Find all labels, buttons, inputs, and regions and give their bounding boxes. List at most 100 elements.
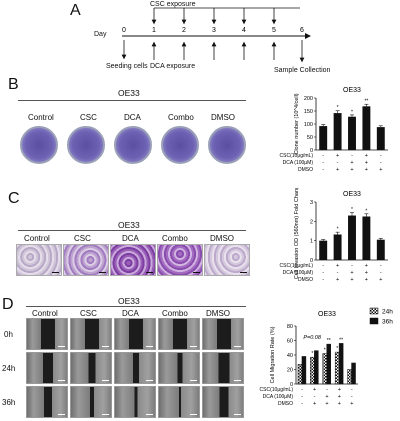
bar-36h xyxy=(326,343,331,385)
bar-36h xyxy=(314,350,319,385)
significance-mark: * xyxy=(337,227,339,233)
treatment-mark: - xyxy=(380,270,382,276)
treatment-mark: + xyxy=(325,401,328,407)
treatment-mark: - xyxy=(322,277,324,283)
dca-exposure-label: DCA exposure xyxy=(150,63,196,70)
y-axis-label: Cell Migration Rate (%) xyxy=(270,326,276,383)
treatment-mark: + xyxy=(365,160,368,166)
y-tick-label: 0 xyxy=(310,258,313,264)
invasion-image-combo xyxy=(157,244,203,276)
treatment-mark: - xyxy=(301,387,303,393)
treatment-mark: + xyxy=(350,270,353,276)
scale-bar xyxy=(102,379,109,381)
dish-label-csc: CSC xyxy=(80,113,97,122)
panel-c-cell-line: OE33 xyxy=(118,220,140,230)
treatment-label: DCA (100μM) xyxy=(283,160,314,166)
treatment-mark: + xyxy=(325,394,328,400)
scale-bar xyxy=(58,413,65,415)
scale-bar xyxy=(234,379,241,381)
micro-label-dca: DCA xyxy=(122,234,139,243)
treatment-label: CSC(10μg/mL) xyxy=(280,263,314,269)
chart-title: OE33 xyxy=(318,311,336,318)
treatment-label: DMSO xyxy=(278,401,293,407)
bar xyxy=(319,126,328,150)
invasion-image-control xyxy=(16,244,62,276)
timeline-tick-label: 6 xyxy=(300,27,304,34)
treatment-label: DCA (100μM) xyxy=(283,270,314,276)
timeline-tick-label: 5 xyxy=(272,27,276,34)
treatment-mark: - xyxy=(322,270,324,276)
significance-mark: ** xyxy=(364,99,368,105)
bar xyxy=(333,113,342,150)
y-tick-label: 40 xyxy=(287,353,293,359)
legend-swatch xyxy=(369,317,379,325)
treatment-mark: - xyxy=(326,387,328,393)
treatment-mark: - xyxy=(314,394,316,400)
treatment-mark: - xyxy=(351,394,353,400)
micro-label-control: Control xyxy=(24,234,50,243)
invasion-image-csc xyxy=(63,244,109,276)
bar xyxy=(348,116,356,150)
bar xyxy=(319,240,328,260)
scratch-col-dca: DCA xyxy=(122,309,139,318)
treatment-mark: - xyxy=(351,153,353,159)
scratch-col-control: Control xyxy=(32,309,58,318)
bar xyxy=(376,239,385,260)
scratch-image xyxy=(202,318,244,350)
treatment-mark: + xyxy=(379,167,382,173)
y-tick-label: 50 xyxy=(307,135,313,141)
scale-bar xyxy=(102,413,109,415)
panel-label-c: C xyxy=(8,190,20,207)
clone-number-chart: OE33 0 50 100 150 200 Clone number (10^4/cell)… xyxy=(280,87,388,173)
scratch-image xyxy=(158,318,200,350)
treatment-mark: - xyxy=(322,167,324,173)
y-axis-label: Cell Invasion OD (560nm) Fold Change xyxy=(294,188,300,279)
panel-d-header-rule xyxy=(26,306,246,307)
significance-mark: * xyxy=(365,208,367,214)
scale-bar xyxy=(146,379,153,381)
significance-mark: ** xyxy=(339,337,343,343)
scale-bar xyxy=(58,379,65,381)
scale-bar xyxy=(190,379,197,381)
significance-mark: ** xyxy=(327,338,331,344)
y-tick-label: 150 xyxy=(304,109,313,115)
bar xyxy=(333,234,342,260)
y-tick-label: 0 xyxy=(310,148,313,154)
significance-mark: * xyxy=(311,351,313,357)
treatment-mark: + xyxy=(365,263,368,269)
scratch-image xyxy=(70,352,112,384)
scratch-image xyxy=(70,386,112,418)
y-tick-label: 100 xyxy=(304,122,313,128)
treatment-label: DMSO xyxy=(298,167,313,173)
significance-mark: * xyxy=(351,109,353,115)
treatment-mark: + xyxy=(365,270,368,276)
scratch-image xyxy=(26,386,68,418)
treatment-mark: + xyxy=(350,401,353,407)
dish-label-dmso: DMSO xyxy=(211,113,235,122)
colony-dish-combo xyxy=(161,126,199,164)
y-tick-label: 60 xyxy=(287,339,293,345)
scratch-col-dmso: DMSO xyxy=(206,309,230,318)
colony-dish-dmso xyxy=(208,126,246,164)
legend-label: 24h xyxy=(382,309,393,316)
treatment-mark: + xyxy=(365,277,368,283)
scratch-col-csc: CSC xyxy=(80,309,97,318)
treatment-mark: + xyxy=(336,153,339,159)
scratch-image xyxy=(114,352,156,384)
scale-bar xyxy=(234,413,241,415)
y-tick-label: 80 xyxy=(287,324,293,330)
bar-36h xyxy=(351,362,356,385)
treatment-mark: + xyxy=(338,387,341,393)
treatment-label: CSC(10μg/mL) xyxy=(280,153,314,159)
chart-title: OE33 xyxy=(343,191,361,198)
micro-label-combo: Combo xyxy=(162,234,188,243)
bar xyxy=(348,215,356,260)
bar xyxy=(362,106,371,150)
treatment-label: DMSO xyxy=(298,277,313,283)
treatment-mark: + xyxy=(365,167,368,173)
y-tick-label: 0 xyxy=(290,382,293,388)
scratch-image xyxy=(158,352,200,384)
p-value-annotation: P=0.08 xyxy=(303,335,322,341)
treatment-mark: - xyxy=(301,401,303,407)
